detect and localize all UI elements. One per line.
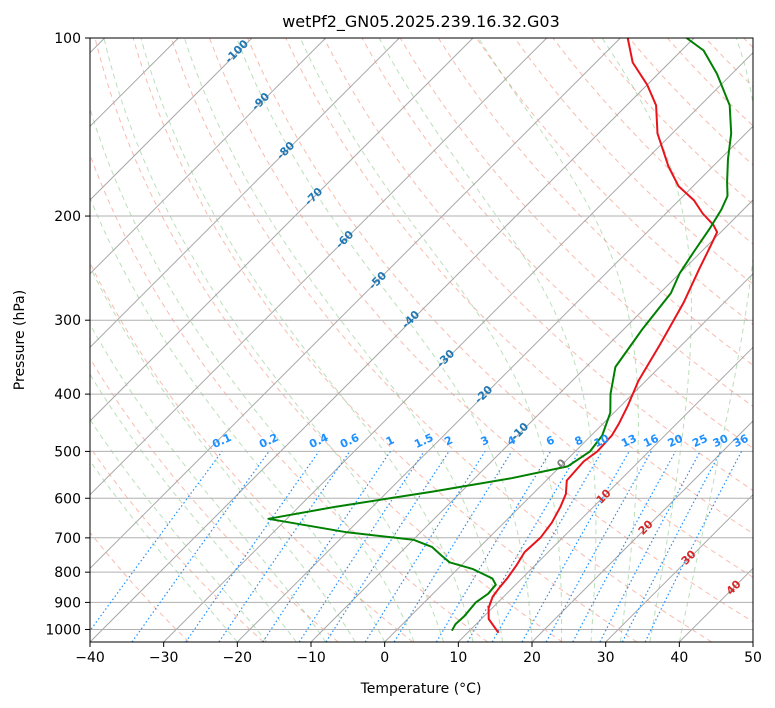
- y-tick-label: 600: [54, 491, 81, 507]
- mixing-ratio-label: 10: [592, 432, 612, 450]
- y-tick-label: 700: [54, 531, 81, 547]
- moist-adiabat-line: [90, 265, 356, 642]
- moist-adiabat-line: [299, 38, 563, 642]
- y-axis-label: Pressure (hPa): [12, 290, 28, 390]
- y-tick-label: 200: [54, 209, 81, 225]
- moist-adiabat-line: [90, 323, 327, 642]
- moist-adiabat-line: [90, 196, 386, 642]
- mixing-ratio-label: 13: [619, 432, 638, 450]
- mixing-ratio-line: [325, 451, 450, 642]
- moist-adiabat-line: [90, 106, 415, 642]
- x-tick-label: −20: [223, 650, 253, 666]
- isotherm-line: [90, 38, 327, 275]
- mixing-ratio-line: [131, 451, 270, 642]
- dry-adiabat-line: [209, 38, 753, 623]
- y-tick-label: 400: [54, 387, 81, 403]
- x-tick-label: 30: [597, 650, 615, 666]
- dry-adiabat-line: [90, 531, 190, 642]
- mixing-ratio-line: [644, 451, 743, 642]
- mixing-ratio-line: [262, 451, 391, 642]
- isotherms: [90, 38, 753, 642]
- moist-adiabat-line: [378, 38, 597, 642]
- mixing-ratio-line: [621, 451, 722, 642]
- mixing-ratio-label: 20: [666, 432, 686, 450]
- y-tick-label: 100: [54, 31, 81, 47]
- mixing-ratio-line: [298, 451, 425, 642]
- mixing-ratio-label: 30: [711, 432, 731, 450]
- moist-adiabat-line: [90, 418, 268, 642]
- x-tick-label: 50: [744, 650, 762, 666]
- isotherm-line: [531, 420, 753, 642]
- moist-adiabat-line: [601, 38, 692, 642]
- isotherm-line: [605, 493, 753, 642]
- mixing-ratio-lines: [90, 451, 743, 642]
- y-tick-label: 300: [54, 313, 81, 329]
- x-tick-label: −10: [296, 650, 326, 666]
- x-tick-label: 20: [523, 650, 541, 666]
- x-tick-label: 10: [449, 650, 467, 666]
- isotherm-line: [90, 38, 548, 496]
- moist-adiabat-line: [140, 38, 474, 642]
- moist-adiabat-line: [103, 38, 445, 642]
- dry-adiabat-line: [94, 38, 563, 642]
- y-tick-label: 900: [54, 595, 81, 611]
- mixing-ratio-line: [545, 451, 652, 642]
- mixing-ratio-line: [572, 451, 677, 642]
- dry-adiabat-line: [323, 38, 753, 492]
- y-tick-label: 800: [54, 565, 81, 581]
- mixing-ratio-line: [90, 451, 223, 632]
- mixing-ratio-line: [185, 451, 320, 642]
- x-tick-label: 40: [670, 650, 688, 666]
- mixing-ratio-label: 25: [690, 432, 709, 450]
- x-tick-label: −40: [75, 650, 105, 666]
- isotherm-line: [90, 38, 621, 570]
- temperature-line: [487, 38, 719, 634]
- y-tick-label: 1000: [45, 622, 81, 638]
- isotherm-line: [310, 199, 753, 642]
- isotherm-line: [163, 51, 753, 642]
- chart-title: wetPf2_GN05.2025.239.16.32.G03: [282, 12, 560, 32]
- dry-adiabat-line: [132, 38, 638, 642]
- dry-adiabat-line: [361, 38, 753, 449]
- moist-adiabat-line: [477, 38, 639, 642]
- mixing-ratio-line: [218, 451, 351, 642]
- mixing-ratio-line: [393, 451, 513, 642]
- moist-adiabat-line: [90, 460, 238, 642]
- mixing-ratio-line: [521, 451, 630, 642]
- isotherm-line: [90, 38, 474, 422]
- mixing-ratio-label: 16: [641, 432, 661, 450]
- x-axis: −40 −30 −20 −10 0 10 20 30 40 50: [75, 642, 762, 666]
- dry-adiabats: [90, 38, 753, 642]
- isotherm-line: [90, 38, 695, 642]
- isotherm-line: [90, 38, 400, 349]
- isotherm-line: [457, 346, 753, 642]
- dry-adiabat-line: [247, 38, 753, 578]
- plot-frame: [89, 37, 754, 643]
- moist-adiabat-line: [90, 373, 297, 642]
- dewpoint-line: [267, 38, 733, 632]
- x-axis-label: Temperature (°C): [360, 681, 482, 697]
- dry-adiabat-line: [90, 357, 339, 642]
- x-tick-label: 0: [380, 650, 389, 666]
- y-tick-label: 500: [54, 444, 81, 460]
- isotherm-line: [90, 38, 253, 201]
- mixing-ratio-label: 36: [731, 432, 751, 450]
- dry-adiabat-line: [90, 261, 414, 642]
- isotherm-line: [236, 125, 753, 642]
- pressure-gridlines: [90, 38, 753, 630]
- y-axis: 100 200 300 400 500 600 700 800 900 1000: [45, 31, 90, 638]
- sounding-series: [267, 38, 733, 634]
- dry-adiabat-line: [399, 38, 753, 408]
- isotherm-line: [384, 272, 753, 642]
- x-tick-label: −30: [149, 650, 179, 666]
